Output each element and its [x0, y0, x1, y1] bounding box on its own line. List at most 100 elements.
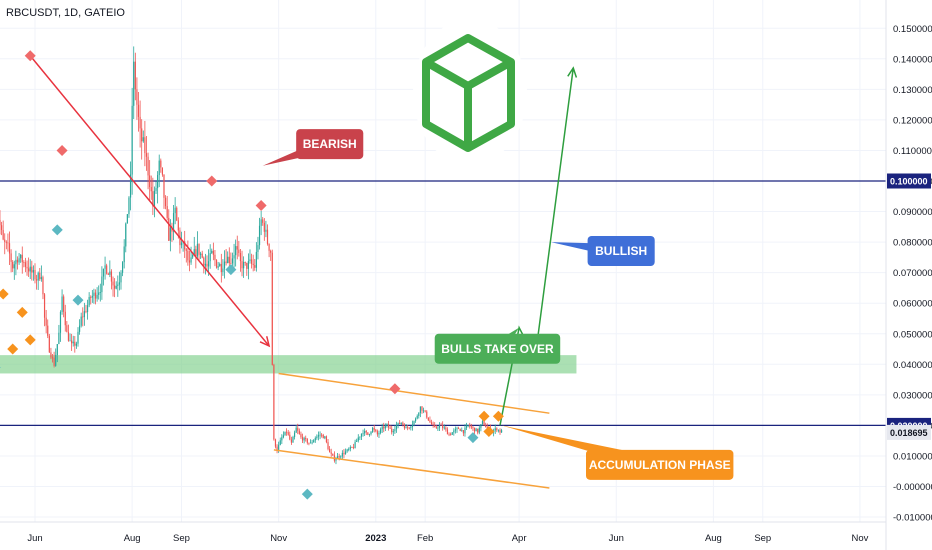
candle-body	[43, 294, 46, 318]
candle-body	[407, 427, 409, 429]
candle-body	[341, 452, 343, 457]
candle-body	[18, 258, 20, 263]
candle-body	[434, 424, 436, 427]
level-price-badge	[887, 173, 931, 189]
candle-body	[198, 243, 200, 255]
candle-body	[440, 424, 442, 426]
candle-body	[48, 335, 50, 353]
candle-body	[483, 420, 485, 426]
candle-body	[464, 427, 466, 434]
candle-body	[64, 311, 66, 326]
candle-body	[128, 197, 130, 215]
candle-body	[39, 272, 41, 280]
candle-body	[187, 250, 189, 261]
candle-body	[322, 435, 324, 439]
candle-body	[120, 272, 122, 283]
candle-body	[351, 447, 353, 448]
candle-body	[411, 424, 414, 428]
candle-body	[309, 442, 312, 444]
candle-body	[188, 260, 191, 263]
x-tick-label: Feb	[417, 533, 433, 544]
candle-body	[301, 437, 304, 441]
candle-body	[276, 446, 278, 451]
candle-body	[467, 424, 469, 426]
y-tick-label: 0.110000	[893, 146, 932, 157]
signal-diamond-teal	[225, 264, 237, 276]
y-tick-label: 0.060000	[893, 299, 932, 310]
candle-body	[381, 426, 383, 430]
candle-body	[98, 292, 100, 295]
candle-body	[292, 436, 294, 443]
candle-body	[454, 429, 457, 431]
y-tick-label: 0.080000	[893, 238, 932, 249]
candle-body	[238, 249, 240, 254]
candle-body	[4, 239, 6, 242]
candle-body	[286, 431, 288, 433]
candle-body	[321, 434, 323, 436]
candle-body	[200, 253, 202, 255]
candle-body	[5, 241, 7, 243]
candle-body	[177, 220, 179, 231]
candle-body	[357, 437, 359, 441]
candle-body	[172, 213, 175, 232]
candle-body	[114, 285, 116, 289]
candle-body	[249, 259, 251, 262]
candle-body	[32, 270, 35, 273]
candle-body	[426, 411, 428, 418]
callout-box	[434, 333, 561, 364]
candle-body	[101, 276, 103, 293]
candle-body	[227, 256, 229, 263]
candle-body	[408, 427, 410, 429]
candle-body	[88, 297, 90, 306]
last-price-badge	[887, 424, 931, 440]
candle-body	[300, 433, 302, 438]
candle-body	[66, 325, 68, 333]
candle-body	[254, 265, 256, 268]
signal-diamond-teal	[51, 224, 63, 236]
y-axis[interactable]: 0.150000 0.140000 0.130000 0.120000 0.110000…	[885, 0, 932, 550]
candle-body	[137, 104, 140, 117]
candle-body	[45, 317, 47, 326]
y-tick-label: 0.150000	[893, 24, 932, 35]
candle-body	[61, 296, 63, 312]
candle-body	[287, 432, 289, 435]
candle-body	[473, 427, 476, 432]
candle-body	[375, 429, 377, 432]
candle-body	[204, 263, 206, 266]
candle-body	[316, 436, 318, 439]
candle-body	[220, 263, 222, 273]
candle-body	[470, 426, 472, 428]
candle-body	[352, 447, 355, 449]
candle-body	[278, 444, 280, 451]
callout-label: ACCUMULATION PHASE	[589, 458, 731, 472]
candle-body	[58, 332, 60, 345]
candle-body	[184, 241, 186, 250]
candle-body	[392, 431, 394, 433]
candle-body	[410, 427, 412, 428]
candle-body	[469, 424, 471, 427]
candle-body	[34, 270, 36, 280]
candle-body	[53, 357, 55, 366]
candle-body	[211, 250, 213, 254]
candle-body	[243, 262, 245, 269]
candle-body	[416, 415, 418, 419]
x-axis[interactable]: Jun Aug Sep Nov 2023 Feb Apr Jun Aug Sep Nov	[0, 521, 886, 544]
candle-body	[168, 217, 170, 241]
candle-body	[494, 428, 496, 431]
candle-body	[372, 427, 374, 432]
candle-body	[235, 246, 237, 256]
candle-body	[55, 354, 57, 366]
candle-body	[427, 417, 429, 421]
candle-body	[437, 427, 439, 429]
candle-body	[255, 251, 257, 268]
candle-body	[40, 277, 42, 280]
x-tick-label: Aug	[705, 533, 722, 544]
candle-body	[485, 425, 487, 428]
candle-body	[465, 425, 468, 428]
candle-body	[56, 344, 58, 355]
candle-body	[77, 331, 79, 344]
x-tick-label: Jun	[609, 533, 624, 544]
candle-body	[67, 332, 70, 341]
candle-body	[129, 174, 132, 198]
